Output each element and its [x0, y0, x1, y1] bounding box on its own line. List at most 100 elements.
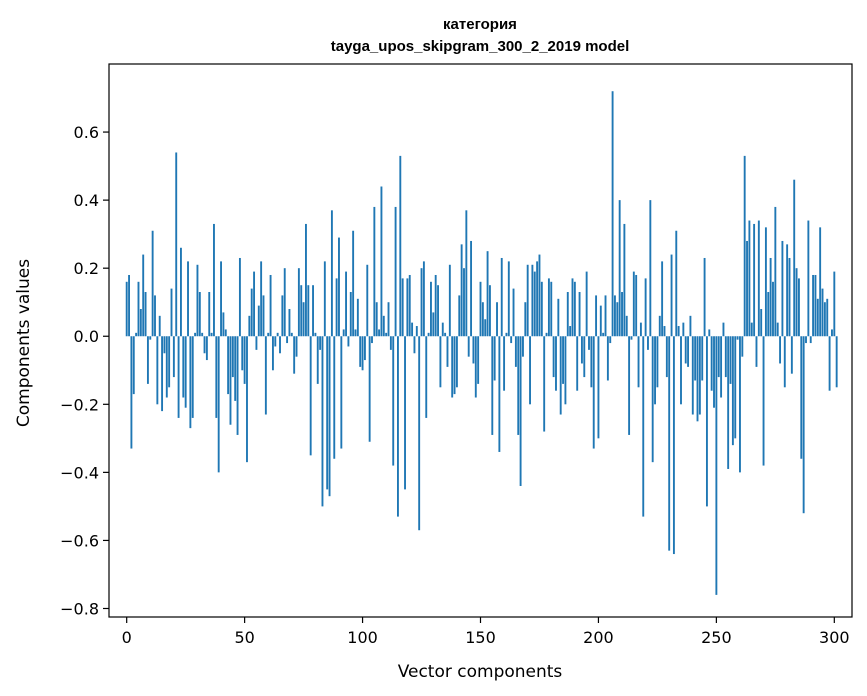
bar-185: [562, 336, 564, 384]
bar-78: [309, 336, 312, 456]
bar-280: [786, 244, 789, 337]
bar-290: [809, 336, 812, 344]
bar-111: [387, 302, 390, 337]
bar-11: [151, 230, 154, 337]
bar-series: [125, 91, 838, 595]
x-tick-label: 50: [234, 628, 254, 647]
bar-217: [637, 336, 640, 388]
bar-84: [323, 261, 326, 337]
bar-231: [670, 254, 673, 337]
bar-140: [455, 336, 458, 388]
bar-270: [762, 336, 765, 466]
bar-133: [439, 336, 442, 388]
bar-8: [144, 292, 147, 337]
bar-168: [522, 336, 524, 357]
bar-184: [559, 336, 562, 415]
bar-298: [828, 336, 831, 391]
bar-42: [224, 329, 227, 337]
bar-43: [227, 336, 230, 395]
bar-9: [146, 336, 149, 384]
bar-89: [335, 278, 338, 337]
bar-203: [604, 295, 607, 337]
bar-230: [668, 336, 671, 551]
bar-245: [703, 257, 706, 337]
bar-301: [835, 336, 838, 388]
x-tick-label: 300: [819, 628, 850, 647]
bar-254: [724, 336, 727, 378]
bar-20: [172, 336, 175, 378]
bar-110: [385, 332, 388, 337]
bar-85: [326, 336, 329, 490]
y-tick-label: −0.8: [60, 599, 99, 618]
bar-284: [795, 268, 798, 337]
bar-62: [271, 336, 274, 371]
bar-10: [149, 336, 152, 340]
bar-187: [566, 292, 569, 337]
bar-153: [486, 251, 489, 337]
bar-196: [588, 336, 590, 350]
x-axis: 0 50 100 150 200 250 300: [122, 617, 850, 647]
bar-28: [191, 336, 194, 418]
bar-90: [338, 237, 340, 337]
bar-130: [432, 312, 435, 337]
bar-212: [625, 315, 628, 337]
bar-228: [663, 326, 666, 337]
bar-200: [597, 336, 600, 439]
bar-56: [257, 305, 260, 337]
bar-158: [498, 336, 501, 452]
bar-206: [611, 91, 614, 337]
bar-213: [628, 336, 631, 435]
bar-48: [238, 257, 241, 337]
bar-227: [661, 261, 664, 337]
bar-232: [672, 336, 675, 555]
bar-277: [779, 336, 782, 364]
bar-26: [187, 261, 189, 337]
bar-135: [444, 332, 447, 337]
y-tick-label: 0.6: [74, 123, 99, 142]
bar-104: [371, 336, 373, 344]
bar-248: [710, 336, 713, 391]
bar-208: [616, 302, 619, 337]
bar-152: [484, 319, 487, 337]
bar-68: [286, 336, 289, 344]
bar-16: [163, 336, 166, 354]
bar-155: [491, 336, 494, 435]
bar-193: [580, 336, 583, 364]
bar-195: [585, 271, 588, 337]
bar-31: [198, 292, 201, 337]
bar-86: [328, 336, 331, 497]
bar-7: [142, 254, 145, 337]
bar-287: [802, 336, 805, 514]
bar-120: [408, 274, 411, 337]
bar-161: [505, 332, 508, 337]
bar-4: [135, 332, 138, 337]
bar-285: [797, 278, 800, 337]
bar-197: [590, 336, 593, 388]
bar-101: [363, 336, 366, 361]
bar-91: [340, 336, 343, 449]
bar-188: [569, 326, 572, 337]
bar-45: [231, 336, 234, 378]
bar-61: [269, 274, 272, 337]
bar-202: [602, 332, 605, 337]
bar-283: [793, 179, 796, 337]
chart-subtitle: tayga_upos_skipgram_300_2_2019 model: [331, 38, 630, 55]
bar-75: [302, 302, 305, 337]
bar-59: [264, 336, 267, 415]
bar-192: [578, 292, 581, 337]
bar-288: [805, 336, 807, 344]
bar-257: [731, 336, 734, 446]
x-tick-label: 200: [583, 628, 614, 647]
bar-240: [691, 336, 694, 415]
bar-209: [618, 200, 621, 337]
bar-252: [720, 336, 723, 398]
bar-156: [493, 336, 496, 381]
bar-289: [807, 220, 810, 337]
bar-52: [248, 315, 251, 337]
bar-260: [739, 336, 741, 473]
bar-0: [125, 281, 128, 337]
bar-72: [295, 336, 298, 357]
bar-87: [330, 210, 333, 337]
bar-278: [781, 240, 784, 337]
bar-109: [382, 315, 385, 337]
